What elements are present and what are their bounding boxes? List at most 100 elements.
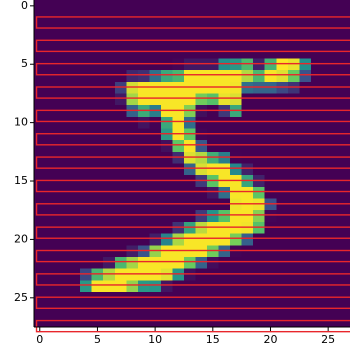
pixel — [265, 140, 277, 152]
pixel — [34, 199, 46, 211]
pixel — [219, 152, 231, 164]
pixel — [242, 187, 254, 199]
pixel — [207, 23, 219, 35]
pixel — [103, 35, 115, 47]
pixel — [138, 93, 150, 105]
pixel — [334, 245, 346, 257]
pixel — [69, 292, 81, 304]
pixel — [80, 315, 92, 327]
pixel — [219, 82, 231, 94]
pixel — [334, 187, 346, 199]
pixel — [219, 128, 231, 140]
pixel — [288, 70, 300, 82]
pixel — [334, 12, 346, 24]
pixel — [207, 315, 219, 327]
pixel — [57, 280, 69, 292]
pixel — [126, 199, 138, 211]
pixel — [161, 280, 173, 292]
pixel — [196, 140, 208, 152]
pixel — [334, 222, 346, 234]
pixel — [219, 222, 231, 234]
pixel — [46, 199, 58, 211]
pixel — [80, 93, 92, 105]
pixel — [265, 47, 277, 59]
pixel — [265, 280, 277, 292]
pixel — [103, 128, 115, 140]
pixel — [126, 210, 138, 222]
pixel — [34, 280, 46, 292]
pixel — [149, 222, 161, 234]
pixel — [242, 82, 254, 94]
pixel — [322, 35, 334, 47]
pixel — [242, 12, 254, 24]
pixel — [46, 117, 58, 129]
pixel — [115, 164, 127, 176]
pixel — [276, 164, 288, 176]
pixel — [253, 93, 265, 105]
pixel — [230, 152, 242, 164]
pixel — [253, 128, 265, 140]
pixel — [334, 269, 346, 281]
pixel — [253, 12, 265, 24]
pixel — [138, 47, 150, 59]
pixel — [161, 35, 173, 47]
pixel — [345, 245, 350, 257]
pixel — [276, 257, 288, 269]
pixel — [322, 12, 334, 24]
pixel — [69, 222, 81, 234]
pixel — [57, 70, 69, 82]
pixel — [34, 257, 46, 269]
pixel — [126, 257, 138, 269]
pixel — [149, 128, 161, 140]
pixel — [184, 234, 196, 246]
pixel — [230, 187, 242, 199]
pixel — [80, 47, 92, 59]
pixel — [46, 23, 58, 35]
pixel — [253, 47, 265, 59]
pixel — [80, 23, 92, 35]
pixel — [288, 58, 300, 70]
pixel — [230, 269, 242, 281]
pixel — [265, 187, 277, 199]
pixel — [149, 257, 161, 269]
pixel — [276, 140, 288, 152]
pixel — [196, 35, 208, 47]
pixel — [299, 140, 311, 152]
pixel — [172, 93, 184, 105]
pixel — [230, 0, 242, 12]
pixel — [46, 280, 58, 292]
pixel — [345, 93, 350, 105]
pixel — [311, 257, 323, 269]
pixel — [322, 105, 334, 117]
pixel — [103, 280, 115, 292]
pixel — [115, 93, 127, 105]
pixel — [184, 152, 196, 164]
pixel — [242, 269, 254, 281]
pixel — [69, 245, 81, 257]
pixel — [345, 47, 350, 59]
pixel — [242, 0, 254, 12]
pixel — [161, 0, 173, 12]
pixel — [69, 128, 81, 140]
pixel — [92, 82, 104, 94]
pixel — [288, 199, 300, 211]
pixel — [57, 140, 69, 152]
pixel — [265, 210, 277, 222]
pixel — [288, 175, 300, 187]
pixel — [126, 269, 138, 281]
pixel — [265, 304, 277, 316]
pixel — [172, 58, 184, 70]
pixel — [288, 315, 300, 327]
pixel — [207, 152, 219, 164]
pixel — [276, 199, 288, 211]
pixel — [207, 222, 219, 234]
pixel — [288, 117, 300, 129]
pixel — [311, 187, 323, 199]
pixel — [196, 23, 208, 35]
pixel — [288, 47, 300, 59]
pixel — [69, 0, 81, 12]
pixel — [172, 175, 184, 187]
pixel — [103, 82, 115, 94]
pixel — [126, 222, 138, 234]
pixel — [242, 222, 254, 234]
